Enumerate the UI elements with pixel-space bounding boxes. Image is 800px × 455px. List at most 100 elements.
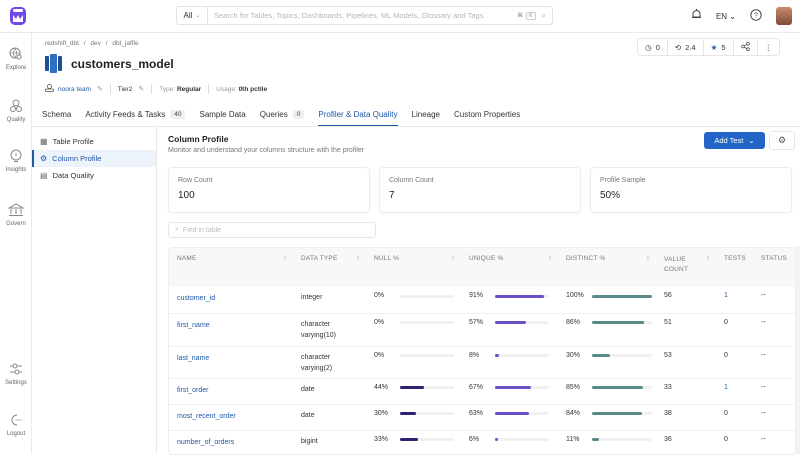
share-button[interactable] [734,39,758,55]
tab-lineage[interactable]: Lineage [412,103,448,126]
breadcrumb-link[interactable]: dev [90,40,101,47]
sort-icon[interactable]: ⇳ [355,256,361,262]
column-name-link[interactable]: first_name [169,313,293,347]
nav-item-explore[interactable]: Explore [0,47,32,71]
tab-profiler-data-quality[interactable]: Profiler & Data Quality [318,103,405,127]
null-percent-cell: 44% [366,378,461,405]
nav-item-settings[interactable]: Settings [0,362,32,386]
tab-label: Schema [42,110,72,119]
card-label: Profile Sample [600,177,646,184]
column-header-tests[interactable]: TESTS [716,248,753,287]
column-header-null[interactable]: NULL % ⇳ [366,248,461,287]
search-input[interactable]: Search for Tables, Topics, Dashboards, P… [214,11,484,20]
version-number: 2.4 [685,42,696,52]
tab-custom-properties[interactable]: Custom Properties [454,103,528,126]
value-count-cell: 38 [656,404,716,431]
usage-value: 0th pctile [238,85,268,93]
type-label: Type: [159,85,176,93]
search-scope-label: All [183,11,193,20]
notification-bell-icon[interactable] [691,9,702,23]
null-percent-bar [400,294,454,298]
card-value: 50% [600,190,621,201]
unique-percent-cell: 8% [461,346,558,379]
value-count-cell: 53 [656,346,716,379]
language-selector[interactable]: EN ⌄ [715,11,736,21]
sort-icon[interactable]: ⇳ [705,256,711,262]
tab-schema[interactable]: Schema [42,103,79,126]
bulb-icon [0,149,32,165]
version-button[interactable]: ⟲ 2.4 [668,39,704,55]
tasks-button[interactable]: ◷ 0 [638,39,668,55]
find-placeholder: Find in table [182,226,222,234]
edit-tier-icon[interactable]: ✎ [138,86,145,93]
nav-item-insights[interactable]: Insights [0,149,32,173]
chevron-down-icon: ⌄ [748,136,755,145]
unique-percent-bar [495,321,549,324]
search-scope-dropdown[interactable]: All ⌄ [177,7,208,24]
column-name-link[interactable]: customer_id [169,287,293,314]
tab-activity-feeds[interactable]: Activity Feeds & Tasks 40 [85,103,193,126]
tests-cell[interactable]: 0 [716,430,753,454]
data-type-cell: character varying(2) [293,346,366,379]
tab-queries[interactable]: Queries 0 [260,103,313,126]
column-name-link[interactable]: last_name [169,346,293,379]
owner-link[interactable]: noora team [58,85,91,93]
sort-icon[interactable]: ⇳ [450,256,456,262]
settings-button[interactable]: ⚙ [769,131,795,150]
column-name-link[interactable]: first_order [169,378,293,405]
side-item-data-quality[interactable]: ▤ Data Quality [32,167,156,184]
null-percent-cell: 0% [366,287,461,314]
column-profile-icon: ⚙ [40,154,48,163]
table-row: first_name character varying(10) 0% 57% … [169,313,795,347]
column-header-distinct[interactable]: DISTINCT % ⇳ [558,248,656,287]
add-test-button[interactable]: Add Test ⌄ [704,132,765,149]
column-header-name[interactable]: NAME ⇳ [169,248,293,287]
column-header-unique[interactable]: UNIQUE % ⇳ [461,248,558,287]
side-item-column-profile[interactable]: ⚙ Column Profile [32,150,156,167]
tests-cell[interactable]: 0 [716,404,753,431]
help-icon[interactable]: ? [750,8,762,24]
nav-item-govern[interactable]: Govern [0,203,32,227]
search-icon: ⌕ [175,226,179,233]
global-search[interactable]: All ⌄ Search for Tables, Topics, Dashboa… [176,6,553,25]
column-name-link[interactable]: number_of_orders [169,430,293,454]
search-icon[interactable]: ⌕ [541,10,546,20]
null-percent-bar [400,412,454,415]
sort-icon[interactable]: ⇳ [282,256,288,262]
tab-count-badge: 0 [292,110,305,119]
nav-item-logout[interactable]: Logout [0,413,32,437]
null-percent-bar [400,438,454,441]
user-avatar[interactable] [776,7,792,25]
nav-item-quality[interactable]: Quality [0,99,32,123]
column-header-data-type[interactable]: DATA TYPE ⇳ [293,248,366,287]
more-options-button[interactable]: ⋮ [758,39,780,55]
nav-label: Insights [5,167,27,173]
column-name-link[interactable]: most_recent_order [169,404,293,431]
distinct-percent-bar [592,438,652,441]
globe-search-icon [0,47,32,63]
tests-cell[interactable]: 1 [716,287,753,314]
edit-owner-icon[interactable]: ✎ [96,86,103,93]
app-logo-icon[interactable] [9,6,27,26]
table-row: customer_id integer 0% 91% 100% 56 1 -- [169,287,795,314]
breadcrumb-link[interactable]: redshift_dbt [45,40,79,47]
top-right-controls: EN ⌄ ? [691,7,792,25]
entity-header: redshift_dbt / dev / dbt_jaffle customer… [32,33,800,127]
column-header-value-count[interactable]: VALUE COUNT ⇳ [656,248,716,287]
tests-cell[interactable]: 1 [716,378,753,405]
tests-cell[interactable]: 0 [716,346,753,379]
null-percent-cell: 33% [366,430,461,454]
profiler-side-menu: ▦ Table Profile ⚙ Column Profile ▤ Data … [32,126,157,454]
sort-icon[interactable]: ⇳ [645,256,651,262]
find-in-table-input[interactable]: ⌕ Find in table [168,222,376,238]
star-button[interactable]: ★ 5 [704,39,734,55]
left-navigation: Explore Quality Insights Govern Settings… [0,33,32,454]
side-item-table-profile[interactable]: ▦ Table Profile [32,133,156,150]
vertical-scrollbar[interactable] [796,246,800,454]
sort-icon[interactable]: ⇳ [547,256,553,262]
distinct-percent-cell: 100% [558,287,656,314]
breadcrumb-link[interactable]: dbt_jaffle [112,40,139,47]
tests-cell[interactable]: 0 [716,313,753,347]
type-value: Regular [176,85,202,93]
tab-sample-data[interactable]: Sample Data [199,103,253,126]
